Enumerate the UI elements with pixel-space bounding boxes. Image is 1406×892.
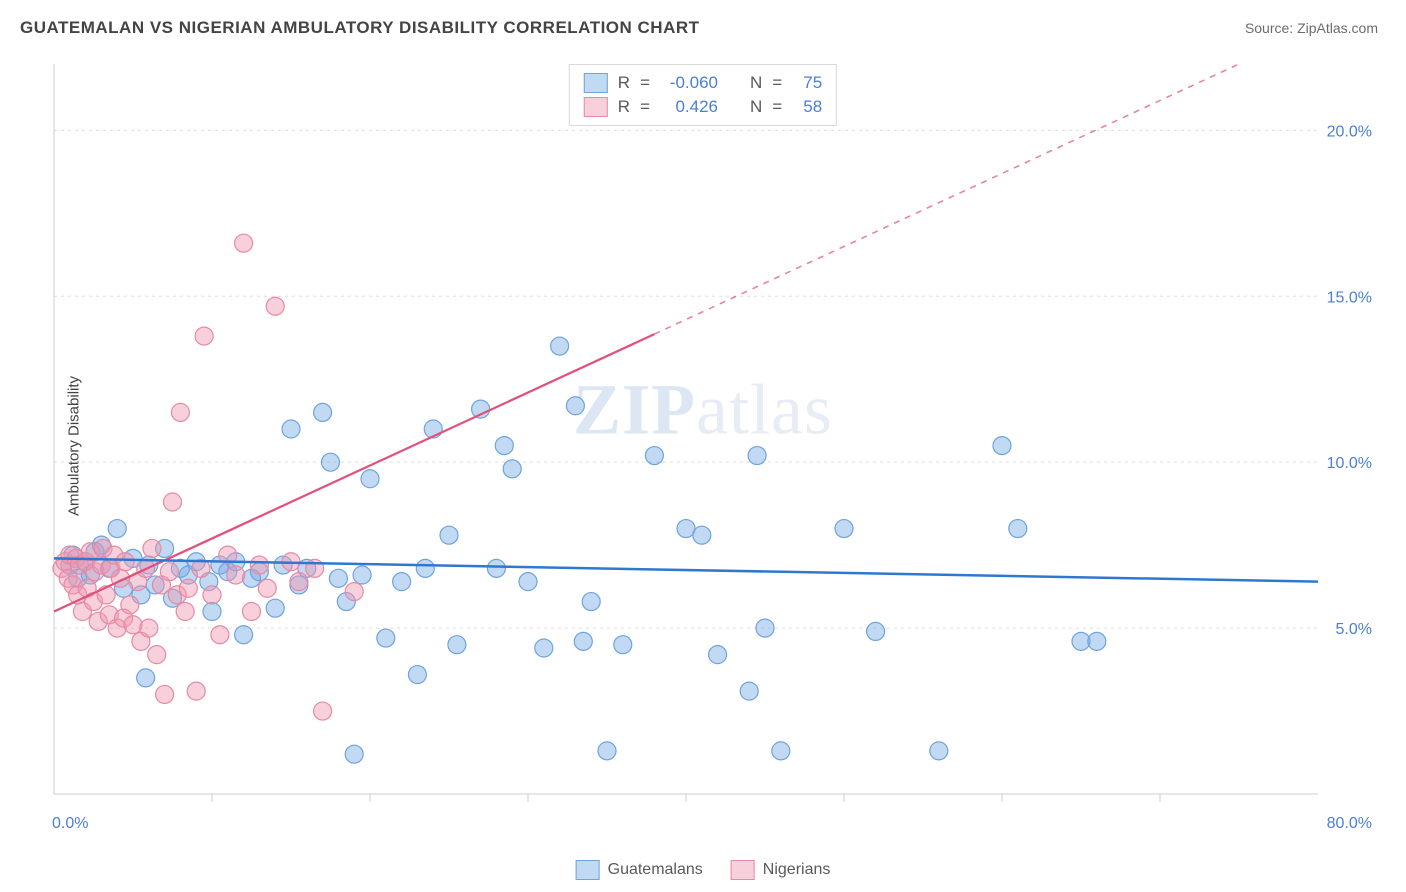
swatch-guatemalans: [584, 73, 608, 93]
svg-text:0.0%: 0.0%: [52, 815, 88, 832]
legend-item-guatemalans: Guatemalans: [576, 860, 703, 880]
r-symbol: R: [618, 95, 630, 119]
chart-title: GUATEMALAN VS NIGERIAN AMBULATORY DISABI…: [20, 18, 700, 38]
legend-item-nigerians: Nigerians: [731, 860, 831, 880]
r-value-nigerians: 0.426: [660, 95, 718, 119]
svg-text:5.0%: 5.0%: [1336, 621, 1372, 638]
swatch-nigerians: [584, 97, 608, 117]
source-attribution: Source: ZipAtlas.com: [1245, 20, 1378, 36]
n-symbol: N: [750, 71, 762, 95]
n-value-guatemalans: 75: [792, 71, 822, 95]
r-symbol: R: [618, 71, 630, 95]
legend-label-guatemalans: Guatemalans: [608, 861, 703, 879]
svg-text:15.0%: 15.0%: [1327, 289, 1372, 306]
legend-row-guatemalans: R = -0.060 N = 75: [584, 71, 822, 95]
swatch-guatemalans: [576, 860, 600, 880]
series-legend: Guatemalans Nigerians: [576, 860, 831, 880]
svg-text:20.0%: 20.0%: [1327, 123, 1372, 140]
chart-svg: 5.0% 10.0% 15.0% 20.0% 0.0% 80.0%: [48, 60, 1378, 830]
correlation-legend: R = -0.060 N = 75 R = 0.426 N = 58: [569, 64, 837, 126]
swatch-nigerians: [731, 860, 755, 880]
svg-text:80.0%: 80.0%: [1327, 815, 1372, 832]
legend-label-nigerians: Nigerians: [763, 861, 831, 879]
r-value-guatemalans: -0.060: [660, 71, 718, 95]
n-value-nigerians: 58: [792, 95, 822, 119]
svg-text:10.0%: 10.0%: [1327, 455, 1372, 472]
n-symbol: N: [750, 95, 762, 119]
legend-row-nigerians: R = 0.426 N = 58: [584, 95, 822, 119]
scatter-plot: 5.0% 10.0% 15.0% 20.0% 0.0% 80.0%: [48, 60, 1378, 830]
